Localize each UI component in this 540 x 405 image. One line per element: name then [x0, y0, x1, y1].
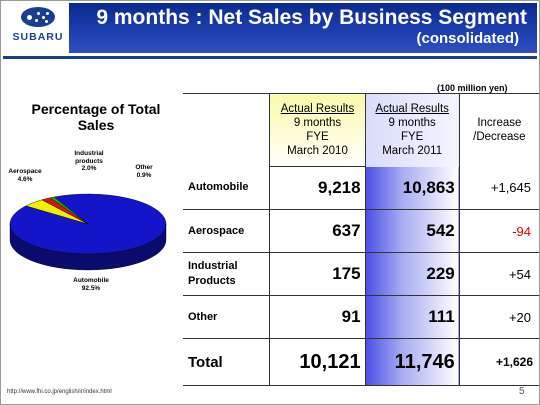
table-row: Automobile 9,218 10,863 +1,645 [183, 166, 539, 210]
pie-slice-other [49, 196, 89, 225]
header-fy2011-title: Actual Results [375, 103, 449, 116]
header-fy2010-title: Actual Results [280, 103, 355, 115]
row-label: Aerospace [183, 209, 270, 253]
row-label: Industrial Products [183, 252, 270, 296]
table-row: Other 91 111 +20 [183, 295, 539, 339]
pie-label-automobile-name: Automobile [73, 277, 109, 284]
value-fy2011: 111 [364, 295, 460, 339]
pie-label-other: Other 0.9% [127, 164, 161, 179]
total-row: Total 10,121 11,746 +1,626 [183, 338, 539, 386]
sales-table: Actual Results 9 months FYE March 2010 A… [183, 93, 539, 386]
pie-label-automobile: Automobile 92.5% [69, 277, 113, 292]
pie-label-industrial-pct: 2.0% [81, 165, 97, 172]
row-label-line2: Products [188, 275, 236, 287]
page-number: 5 [519, 386, 525, 397]
table-header-row: Actual Results 9 months FYE March 2010 A… [183, 93, 539, 167]
pie-label-industrial-name: Industrial products [74, 150, 104, 165]
header-fy2011-line3: March 2011 [382, 145, 443, 158]
value-fy2010: 637 [269, 209, 366, 253]
pie-label-automobile-pct: 92.5% [81, 284, 101, 292]
pie-chart [9, 193, 167, 271]
total-change: +1,626 [458, 338, 539, 386]
subaru-logo: SUBARU [7, 5, 69, 51]
value-fy2010: 91 [269, 295, 366, 339]
value-change: +54 [458, 252, 539, 296]
row-label-line1: Industrial [188, 260, 238, 272]
footer-url: http://www.fhi.co.jp/english/ir/index.ht… [7, 389, 112, 395]
page-subtitle: (consolidated) [416, 30, 519, 47]
header-change-line2: /Decrease [473, 131, 526, 144]
pie-label-aerospace-name: Aerospace [8, 168, 42, 175]
header-rule [3, 56, 537, 59]
unit-label: (100 million yen) [437, 83, 508, 93]
total-fy2010: 10,121 [269, 338, 366, 386]
value-change: +20 [458, 295, 539, 339]
chart-title: Percentage of Total Sales [31, 101, 161, 133]
row-label: Other [183, 295, 270, 339]
header-bar: 9 months : Net Sales by Business Segment… [69, 3, 537, 53]
total-label: Total [183, 338, 270, 386]
pie-label-other-name: Other [135, 164, 153, 171]
value-change: +1,645 [458, 166, 539, 210]
header-fy2010-line3: March 2010 [287, 145, 348, 157]
header-fy2010-line2: FYE [306, 131, 329, 143]
page-title: 9 months : Net Sales by Business Segment [96, 6, 527, 29]
value-change: -94 [458, 209, 539, 253]
value-fy2011: 10,863 [364, 166, 460, 210]
value-fy2010: 175 [269, 252, 366, 296]
header-change: Increase /Decrease [458, 93, 539, 167]
header-fy2010-line1: 9 months [293, 117, 342, 129]
table-row: Industrial Products 175 229 +54 [183, 252, 539, 296]
value-fy2011: 542 [364, 209, 460, 253]
value-fy2011: 229 [364, 252, 460, 296]
header-fy2011-line2: FYE [400, 131, 424, 144]
logo-text: SUBARU [12, 31, 64, 43]
row-label: Automobile [183, 166, 270, 210]
pleiades-star-icon [21, 7, 55, 27]
header-blank-cell [183, 93, 270, 167]
pie-label-other-pct: 0.9% [136, 171, 152, 179]
header-fy2011: Actual Results 9 months FYE March 2011 [364, 93, 460, 167]
header-fy2010: Actual Results 9 months FYE March 2010 [269, 93, 366, 167]
pie-label-aerospace-pct: 4.6% [17, 175, 33, 183]
total-fy2011: 11,746 [364, 338, 460, 386]
pie-label-aerospace: Aerospace 4.6% [5, 168, 45, 183]
value-fy2010: 9,218 [269, 166, 366, 210]
pie-label-industrial: Industrial products 2.0% [67, 150, 111, 173]
header-change-line1: Increase [477, 117, 522, 130]
header-fy2011-line1: 9 months [388, 117, 436, 130]
table-row: Aerospace 637 542 -94 [183, 209, 539, 253]
